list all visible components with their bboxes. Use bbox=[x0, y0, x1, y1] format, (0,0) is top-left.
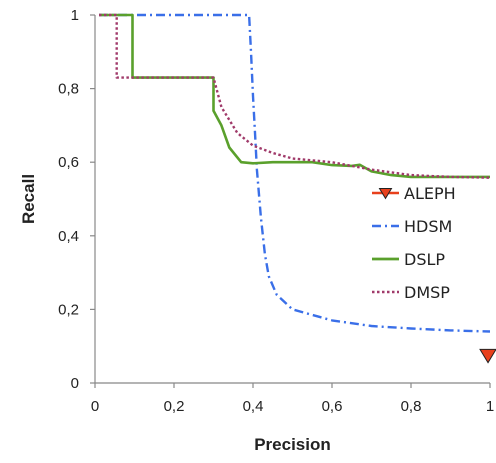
y-tick-label: 1 bbox=[71, 7, 79, 24]
x-tick-label: 0,2 bbox=[164, 398, 185, 415]
x-axis-ticks: 0 0,2 0,4 0,6 0,8 1 bbox=[91, 383, 494, 415]
legend-marker bbox=[378, 188, 393, 200]
data-point-aleph bbox=[479, 348, 496, 364]
axes bbox=[94, 15, 490, 384]
x-axis-title: Precision bbox=[254, 435, 331, 454]
legend-item-dmsp: DMSP bbox=[372, 283, 450, 302]
y-tick-label: 0,6 bbox=[58, 154, 79, 171]
x-tick-label: 0 bbox=[91, 398, 99, 415]
legend-label: DSLP bbox=[404, 250, 445, 269]
legend-label: DMSP bbox=[404, 283, 450, 302]
series-line-hdsm bbox=[99, 13, 491, 333]
legend-label: HDSM bbox=[404, 217, 452, 236]
x-tick-label: 0,8 bbox=[401, 398, 422, 415]
y-axis-ticks: 0 0,2 0,4 0,6 0,8 1 bbox=[58, 7, 95, 392]
legend-item-aleph: ALEPH bbox=[372, 184, 456, 203]
series-layer bbox=[99, 13, 496, 364]
x-tick-label: 0,6 bbox=[322, 398, 343, 415]
legend-item-hdsm: HDSM bbox=[372, 217, 452, 236]
x-tick-label: 1 bbox=[486, 398, 494, 415]
series-hdsm bbox=[99, 13, 491, 333]
y-tick-label: 0,8 bbox=[58, 81, 79, 98]
legend-item-dslp: DSLP bbox=[372, 250, 445, 269]
y-axis-title: Recall bbox=[19, 174, 38, 224]
y-tick-label: 0 bbox=[71, 375, 79, 392]
y-tick-label: 0,4 bbox=[58, 228, 79, 245]
series-dmsp bbox=[99, 13, 491, 179]
legend: ALEPH HDSM DSLP DMSP bbox=[372, 184, 456, 302]
series-aleph bbox=[479, 348, 496, 364]
series-dslp bbox=[99, 13, 490, 179]
x-tick-label: 0,4 bbox=[243, 398, 264, 415]
series-line-dslp bbox=[99, 13, 490, 179]
y-tick-label: 0,2 bbox=[58, 301, 79, 318]
legend-label: ALEPH bbox=[404, 184, 456, 203]
series-line-dmsp bbox=[99, 13, 491, 179]
